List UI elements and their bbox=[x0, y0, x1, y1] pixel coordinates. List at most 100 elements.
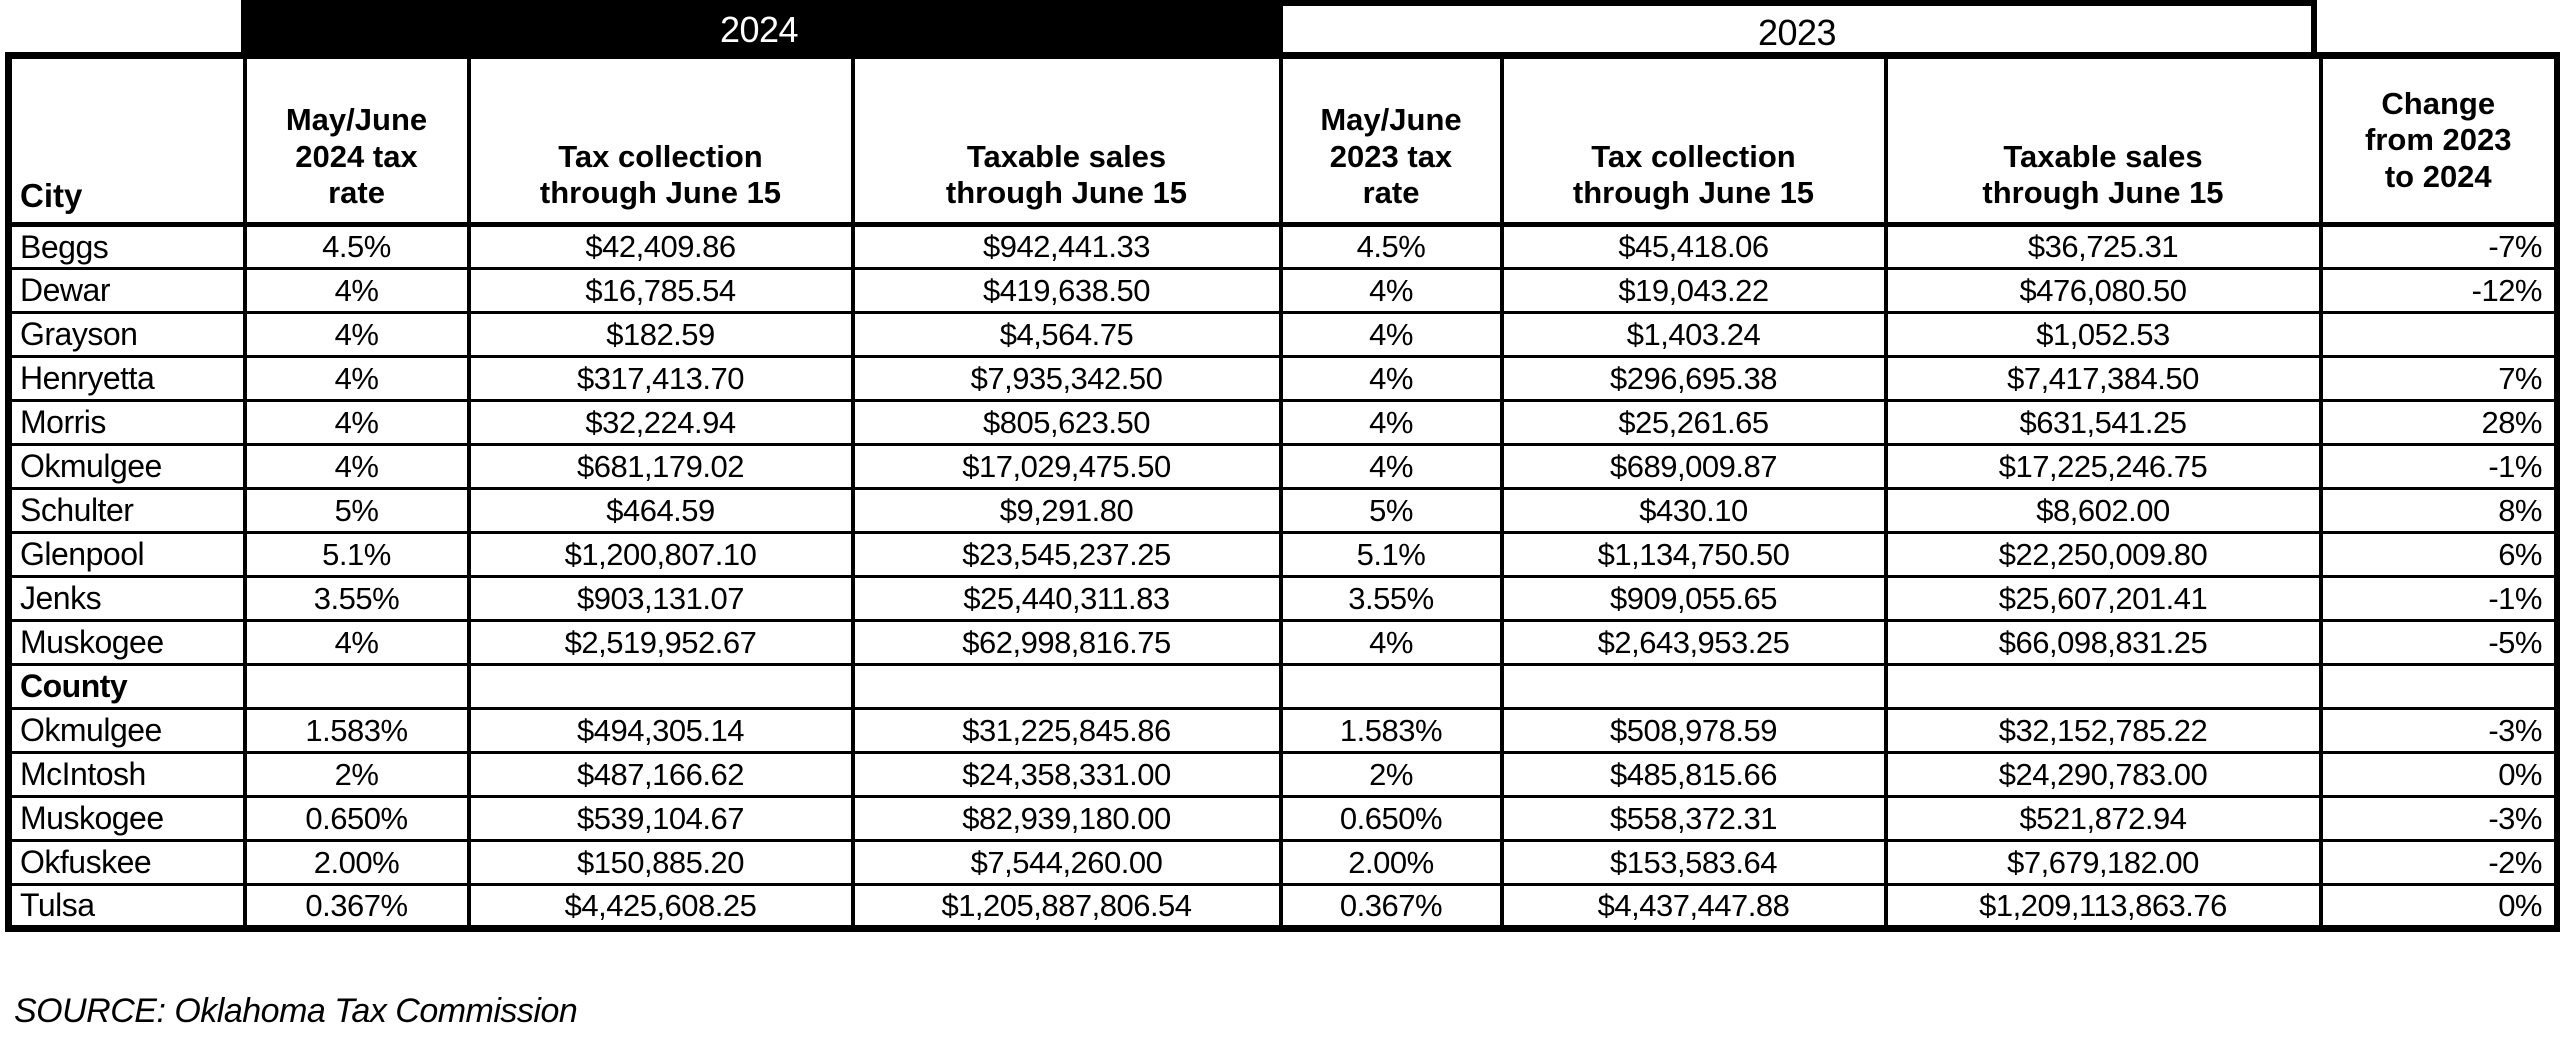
rate-2024-cell: 5.1% bbox=[242, 531, 471, 578]
collection-2024-cell: $150,885.20 bbox=[466, 839, 855, 886]
table-row: Muskogee 4% $2,519,952.67 $62,998,816.75… bbox=[6, 619, 2560, 666]
change-cell: -1% bbox=[2318, 443, 2560, 490]
rate-2024-cell: 4% bbox=[242, 443, 471, 490]
city-cell: Beggs bbox=[6, 223, 247, 270]
sales-2024-cell: $1,205,887,806.54 bbox=[850, 883, 1283, 930]
rate-2024-cell: 1.583% bbox=[242, 707, 471, 754]
collection-2024-cell: $16,785.54 bbox=[466, 267, 855, 314]
rate-2024-cell: 4.5% bbox=[242, 223, 471, 270]
sales-2023-cell: $32,152,785.22 bbox=[1883, 707, 2323, 754]
sales-2023-cell: $24,290,783.00 bbox=[1883, 751, 2323, 798]
sales-2024-cell: $62,998,816.75 bbox=[850, 619, 1283, 666]
collection-2024-cell: $4,425,608.25 bbox=[466, 883, 855, 930]
sales-2024-cell: $805,623.50 bbox=[850, 399, 1283, 446]
collection-2023-cell bbox=[1499, 663, 1888, 710]
table-row: Dewar 4% $16,785.54 $419,638.50 4% $19,0… bbox=[6, 267, 2560, 314]
collection-2023-cell: $296,695.38 bbox=[1499, 355, 1888, 402]
sales-2023-cell: $22,250,009.80 bbox=[1883, 531, 2323, 578]
collection-2024-cell: $464.59 bbox=[466, 487, 855, 534]
collection-2024-cell: $487,166.62 bbox=[466, 751, 855, 798]
sales-2024-cell: $23,545,237.25 bbox=[850, 531, 1283, 578]
table-row: Henryetta 4% $317,413.70 $7,935,342.50 4… bbox=[6, 355, 2560, 402]
source-caption: SOURCE: Oklahoma Tax Commission bbox=[14, 992, 578, 1030]
collection-2023-cell: $2,643,953.25 bbox=[1499, 619, 1888, 666]
sales-2023-cell: $521,872.94 bbox=[1883, 795, 2323, 842]
year-2024-label: 2024 bbox=[719, 8, 799, 50]
table-body: Beggs 4.5% $42,409.86 $942,441.33 4.5% $… bbox=[6, 223, 2560, 930]
city-cell: Grayson bbox=[6, 311, 247, 358]
change-cell bbox=[2318, 663, 2560, 710]
city-cell: Okmulgee bbox=[6, 443, 247, 490]
sales-2024-cell: $419,638.50 bbox=[850, 267, 1283, 314]
collection-2023-cell: $558,372.31 bbox=[1499, 795, 1888, 842]
collection-2023-cell: $4,437,447.88 bbox=[1499, 883, 1888, 930]
rate-2024-cell: 2% bbox=[242, 751, 471, 798]
change-cell: -2% bbox=[2318, 839, 2560, 886]
collection-2024-cell: $42,409.86 bbox=[466, 223, 855, 270]
rate-2023-cell: 5% bbox=[1278, 487, 1504, 534]
table-row: Jenks 3.55% $903,131.07 $25,440,311.83 3… bbox=[6, 575, 2560, 622]
change-cell: 0% bbox=[2318, 883, 2560, 930]
collection-2023-cell: $1,134,750.50 bbox=[1499, 531, 1888, 578]
sales-2023-cell: $476,080.50 bbox=[1883, 267, 2323, 314]
rate-2023-cell: 0.367% bbox=[1278, 883, 1504, 930]
city-cell: Muskogee bbox=[6, 619, 247, 666]
rate-2023-cell: 2% bbox=[1278, 751, 1504, 798]
table-row: Muskogee 0.650% $539,104.67 $82,939,180.… bbox=[6, 795, 2560, 842]
rate-2024-cell: 0.650% bbox=[242, 795, 471, 842]
collection-2023-cell: $25,261.65 bbox=[1499, 399, 1888, 446]
section-row: County bbox=[6, 663, 2560, 710]
collection-2023-cell: $508,978.59 bbox=[1499, 707, 1888, 754]
sales-2023-cell bbox=[1883, 663, 2323, 710]
rate-2024-cell: 2.00% bbox=[242, 839, 471, 886]
collection-2023-cell: $909,055.65 bbox=[1499, 575, 1888, 622]
rate-2023-cell: 4% bbox=[1278, 355, 1504, 402]
city-cell: Okfuskee bbox=[6, 839, 247, 886]
sales-2024-cell: $9,291.80 bbox=[850, 487, 1283, 534]
collection-2024-cell: $1,200,807.10 bbox=[466, 531, 855, 578]
rate-2024-cell: 4% bbox=[242, 355, 471, 402]
table-row: Glenpool 5.1% $1,200,807.10 $23,545,237.… bbox=[6, 531, 2560, 578]
sales-2024-cell: $7,935,342.50 bbox=[850, 355, 1283, 402]
city-cell: Schulter bbox=[6, 487, 247, 534]
collection-2024-cell: $539,104.67 bbox=[466, 795, 855, 842]
collection-2024-cell: $32,224.94 bbox=[466, 399, 855, 446]
change-cell: 7% bbox=[2318, 355, 2560, 402]
rate-2023-cell: 2.00% bbox=[1278, 839, 1504, 886]
year-2024-header: 2024 bbox=[241, 0, 1277, 59]
collection-2024-cell: $182.59 bbox=[466, 311, 855, 358]
sales-2023-cell: $7,417,384.50 bbox=[1883, 355, 2323, 402]
rate-2023-cell: 4% bbox=[1278, 311, 1504, 358]
rate-2024-cell: 5% bbox=[242, 487, 471, 534]
rate-2024-cell bbox=[242, 663, 471, 710]
city-cell: Glenpool bbox=[6, 531, 247, 578]
column-header-city: City bbox=[6, 54, 247, 227]
sales-2023-cell: $66,098,831.25 bbox=[1883, 619, 2323, 666]
column-header-collection-2024: Tax collection through June 15 bbox=[466, 54, 855, 227]
sales-2023-cell: $1,209,113,863.76 bbox=[1883, 883, 2323, 930]
collection-2023-cell: $153,583.64 bbox=[1499, 839, 1888, 886]
sales-2023-cell: $7,679,182.00 bbox=[1883, 839, 2323, 886]
table-header-row: City May/June 2024 tax rate Tax collecti… bbox=[6, 54, 2560, 227]
collection-2023-cell: $689,009.87 bbox=[1499, 443, 1888, 490]
rate-2023-cell: 1.583% bbox=[1278, 707, 1504, 754]
city-cell: Tulsa bbox=[6, 883, 247, 930]
sales-2024-cell bbox=[850, 663, 1283, 710]
table-row: Okmulgee 1.583% $494,305.14 $31,225,845.… bbox=[6, 707, 2560, 754]
change-cell: -5% bbox=[2318, 619, 2560, 666]
table-row: Beggs 4.5% $42,409.86 $942,441.33 4.5% $… bbox=[6, 223, 2560, 270]
change-cell: 0% bbox=[2318, 751, 2560, 798]
rate-2023-cell: 3.55% bbox=[1278, 575, 1504, 622]
collection-2023-cell: $430.10 bbox=[1499, 487, 1888, 534]
rate-2023-cell: 4% bbox=[1278, 267, 1504, 314]
collection-2024-cell: $2,519,952.67 bbox=[466, 619, 855, 666]
sales-2024-cell: $82,939,180.00 bbox=[850, 795, 1283, 842]
table-row: Schulter 5% $464.59 $9,291.80 5% $430.10… bbox=[6, 487, 2560, 534]
sales-2024-cell: $31,225,845.86 bbox=[850, 707, 1283, 754]
sales-2023-cell: $1,052.53 bbox=[1883, 311, 2323, 358]
change-cell bbox=[2318, 311, 2560, 358]
change-cell: 8% bbox=[2318, 487, 2560, 534]
rate-2023-cell: 5.1% bbox=[1278, 531, 1504, 578]
rate-2024-cell: 4% bbox=[242, 311, 471, 358]
